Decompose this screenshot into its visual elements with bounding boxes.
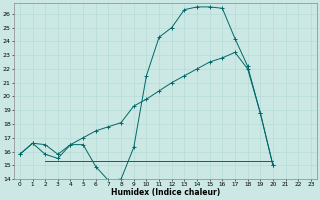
X-axis label: Humidex (Indice chaleur): Humidex (Indice chaleur) [111, 188, 220, 197]
